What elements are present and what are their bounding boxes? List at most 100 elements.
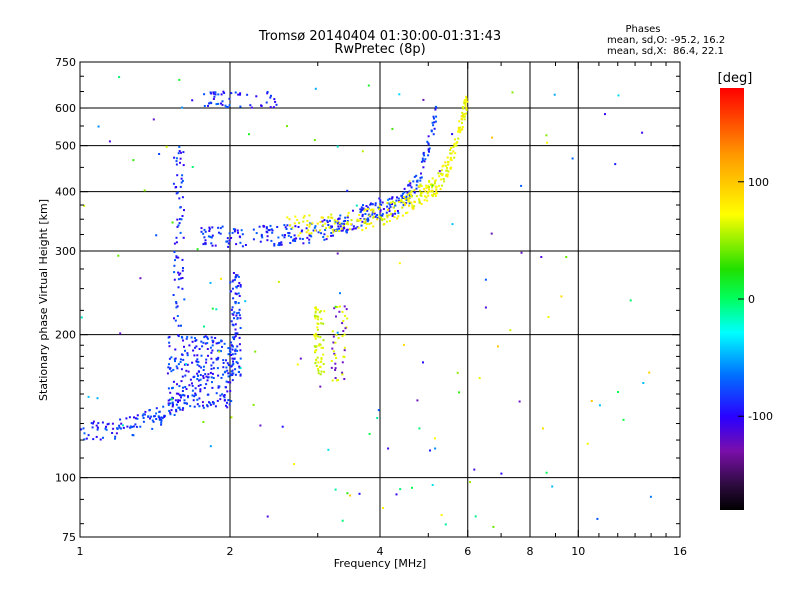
- data-point: [181, 375, 184, 378]
- data-point: [231, 306, 234, 309]
- data-point: [385, 214, 388, 217]
- data-point: [239, 105, 242, 108]
- data-point: [622, 418, 625, 421]
- data-point: [364, 218, 367, 221]
- data-point: [224, 104, 227, 107]
- data-point: [302, 216, 305, 219]
- data-point: [173, 271, 176, 274]
- data-point: [139, 425, 142, 428]
- data-point: [309, 223, 311, 226]
- data-point: [273, 242, 276, 245]
- data-point: [171, 405, 174, 408]
- data-point: [196, 403, 199, 406]
- data-point: [181, 179, 184, 182]
- data-point: [197, 374, 199, 377]
- data-point: [366, 220, 369, 223]
- data-point: [186, 335, 189, 338]
- data-point: [202, 232, 205, 235]
- data-point: [158, 418, 161, 421]
- data-point: [269, 106, 272, 109]
- data-point: [168, 345, 171, 348]
- data-point: [237, 93, 240, 96]
- data-point: [239, 93, 241, 96]
- data-point: [230, 365, 232, 368]
- x-tick-label: 2: [227, 545, 234, 558]
- data-point: [182, 339, 184, 342]
- data-point: [180, 394, 183, 397]
- data-point: [239, 374, 242, 377]
- data-point: [155, 418, 158, 420]
- data-point: [234, 352, 237, 355]
- data-point: [181, 258, 184, 261]
- data-point: [239, 285, 242, 288]
- data-point: [212, 361, 215, 364]
- data-point: [392, 206, 395, 209]
- data-point: [463, 101, 466, 104]
- data-point: [211, 244, 214, 247]
- data-point: [234, 368, 237, 371]
- data-point: [422, 361, 424, 364]
- data-point: [132, 425, 135, 428]
- data-point: [174, 259, 176, 262]
- data-point: [415, 174, 418, 177]
- data-point: [338, 230, 341, 233]
- data-point: [342, 355, 345, 358]
- data-point: [423, 188, 426, 190]
- data-point: [141, 414, 144, 417]
- data-point: [461, 106, 464, 108]
- data-point: [218, 385, 221, 388]
- data-point: [362, 204, 364, 207]
- data-point: [170, 370, 173, 373]
- data-point: [112, 427, 115, 430]
- data-point: [223, 396, 226, 399]
- data-point: [191, 361, 194, 364]
- data-point: [206, 405, 209, 408]
- data-point: [518, 400, 521, 403]
- data-point: [208, 102, 211, 105]
- data-point: [194, 346, 196, 349]
- data-point: [444, 161, 447, 164]
- data-point: [239, 317, 242, 320]
- data-point: [427, 135, 430, 138]
- data-point: [460, 115, 463, 118]
- data-point: [319, 343, 322, 346]
- data-point: [266, 235, 269, 238]
- data-point: [265, 227, 268, 230]
- data-point: [415, 184, 418, 187]
- data-point: [345, 231, 348, 233]
- data-point: [279, 242, 282, 245]
- data-point: [346, 220, 349, 222]
- data-point: [215, 392, 218, 395]
- data-point: [380, 203, 383, 206]
- data-point: [391, 213, 394, 216]
- data-point: [239, 284, 242, 286]
- data-point: [327, 215, 330, 218]
- data-point: [441, 184, 443, 187]
- data-point: [228, 403, 231, 406]
- data-point: [202, 375, 205, 377]
- data-point: [95, 435, 98, 438]
- data-point: [181, 390, 184, 392]
- data-point: [361, 229, 364, 232]
- data-point: [205, 383, 208, 386]
- data-point: [277, 244, 280, 246]
- data-point: [386, 201, 389, 204]
- data-point: [179, 358, 182, 361]
- data-point: [125, 417, 128, 420]
- data-point: [96, 397, 99, 400]
- data-point: [463, 102, 466, 105]
- data-point: [431, 184, 434, 187]
- data-point: [428, 186, 430, 188]
- data-point: [446, 166, 448, 169]
- data-point: [433, 121, 436, 124]
- data-point: [398, 200, 401, 203]
- data-point: [104, 427, 107, 430]
- data-point: [185, 388, 188, 390]
- data-point: [207, 373, 210, 376]
- data-point: [237, 311, 240, 314]
- data-point: [189, 378, 192, 381]
- data-point: [405, 195, 408, 198]
- data-point: [419, 183, 422, 186]
- data-point: [203, 93, 206, 96]
- data-point: [217, 93, 220, 96]
